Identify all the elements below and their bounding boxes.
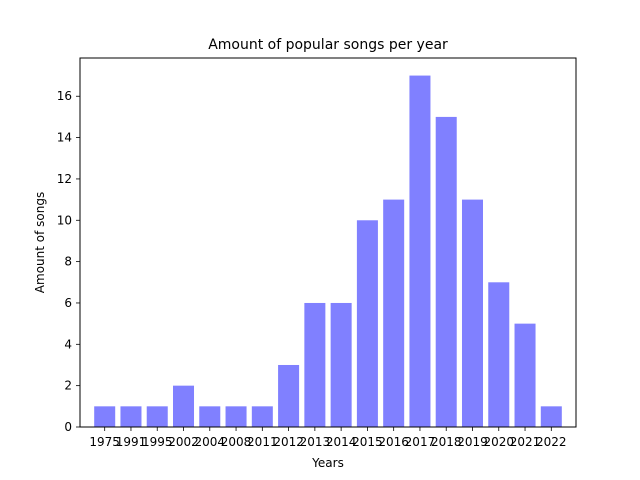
bar-2018 <box>435 116 457 428</box>
bar-2014 <box>330 302 352 427</box>
x-axis-ticks: 1975199119952002200420082011201220132014… <box>89 427 567 449</box>
bar-2008 <box>225 406 247 427</box>
x-tick-label: 2004 <box>195 435 226 449</box>
y-tick-label: 10 <box>57 213 72 227</box>
x-tick-label: 2002 <box>168 435 199 449</box>
x-tick-label: 1975 <box>89 435 120 449</box>
x-tick-label: 1995 <box>142 435 173 449</box>
bar-2012 <box>278 364 300 427</box>
bar-2021 <box>514 323 536 427</box>
x-tick-label: 2014 <box>326 435 357 449</box>
x-tick-label: 2015 <box>352 435 383 449</box>
chart-title: Amount of popular songs per year <box>208 37 448 53</box>
bar-2013 <box>304 302 326 427</box>
y-tick-label: 12 <box>57 172 72 186</box>
bar-2004 <box>199 406 221 427</box>
bar-1975 <box>94 406 116 427</box>
y-tick-label: 14 <box>57 131 72 145</box>
y-tick-label: 16 <box>57 89 72 103</box>
x-tick-label: 2008 <box>221 435 252 449</box>
x-tick-label: 2020 <box>483 435 514 449</box>
bar-2022 <box>540 406 562 427</box>
x-tick-label: 1991 <box>116 435 147 449</box>
x-tick-label: 2016 <box>378 435 409 449</box>
x-tick-label: 2018 <box>431 435 462 449</box>
y-tick-label: 6 <box>64 296 72 310</box>
y-axis-title: Amount of songs <box>33 192 47 293</box>
bar-2020 <box>488 282 510 427</box>
bar-2017 <box>409 75 431 428</box>
y-tick-label: 0 <box>64 420 72 434</box>
bar-2011 <box>251 406 273 427</box>
y-tick-label: 4 <box>64 337 72 351</box>
y-axis-ticks: 0 2 4 6 8 10 12 14 16 <box>57 89 80 434</box>
x-tick-label: 2021 <box>510 435 541 449</box>
bar-1995 <box>146 406 168 427</box>
bar-2019 <box>461 199 483 427</box>
bar-2016 <box>383 199 405 427</box>
bar-2015 <box>356 220 378 427</box>
x-tick-label: 2019 <box>457 435 488 449</box>
plot-frame <box>79 57 577 428</box>
x-tick-label: 2017 <box>405 435 436 449</box>
bar-2002 <box>173 385 195 427</box>
bars-group <box>94 75 562 428</box>
x-tick-label: 2011 <box>247 435 278 449</box>
bar-1991 <box>120 406 142 427</box>
x-tick-label: 2012 <box>273 435 304 449</box>
x-tick-label: 2013 <box>300 435 331 449</box>
x-tick-label: 2022 <box>536 435 567 449</box>
y-tick-label: 2 <box>64 379 72 393</box>
x-axis-title: Years <box>311 456 344 470</box>
y-tick-label: 8 <box>64 255 72 269</box>
